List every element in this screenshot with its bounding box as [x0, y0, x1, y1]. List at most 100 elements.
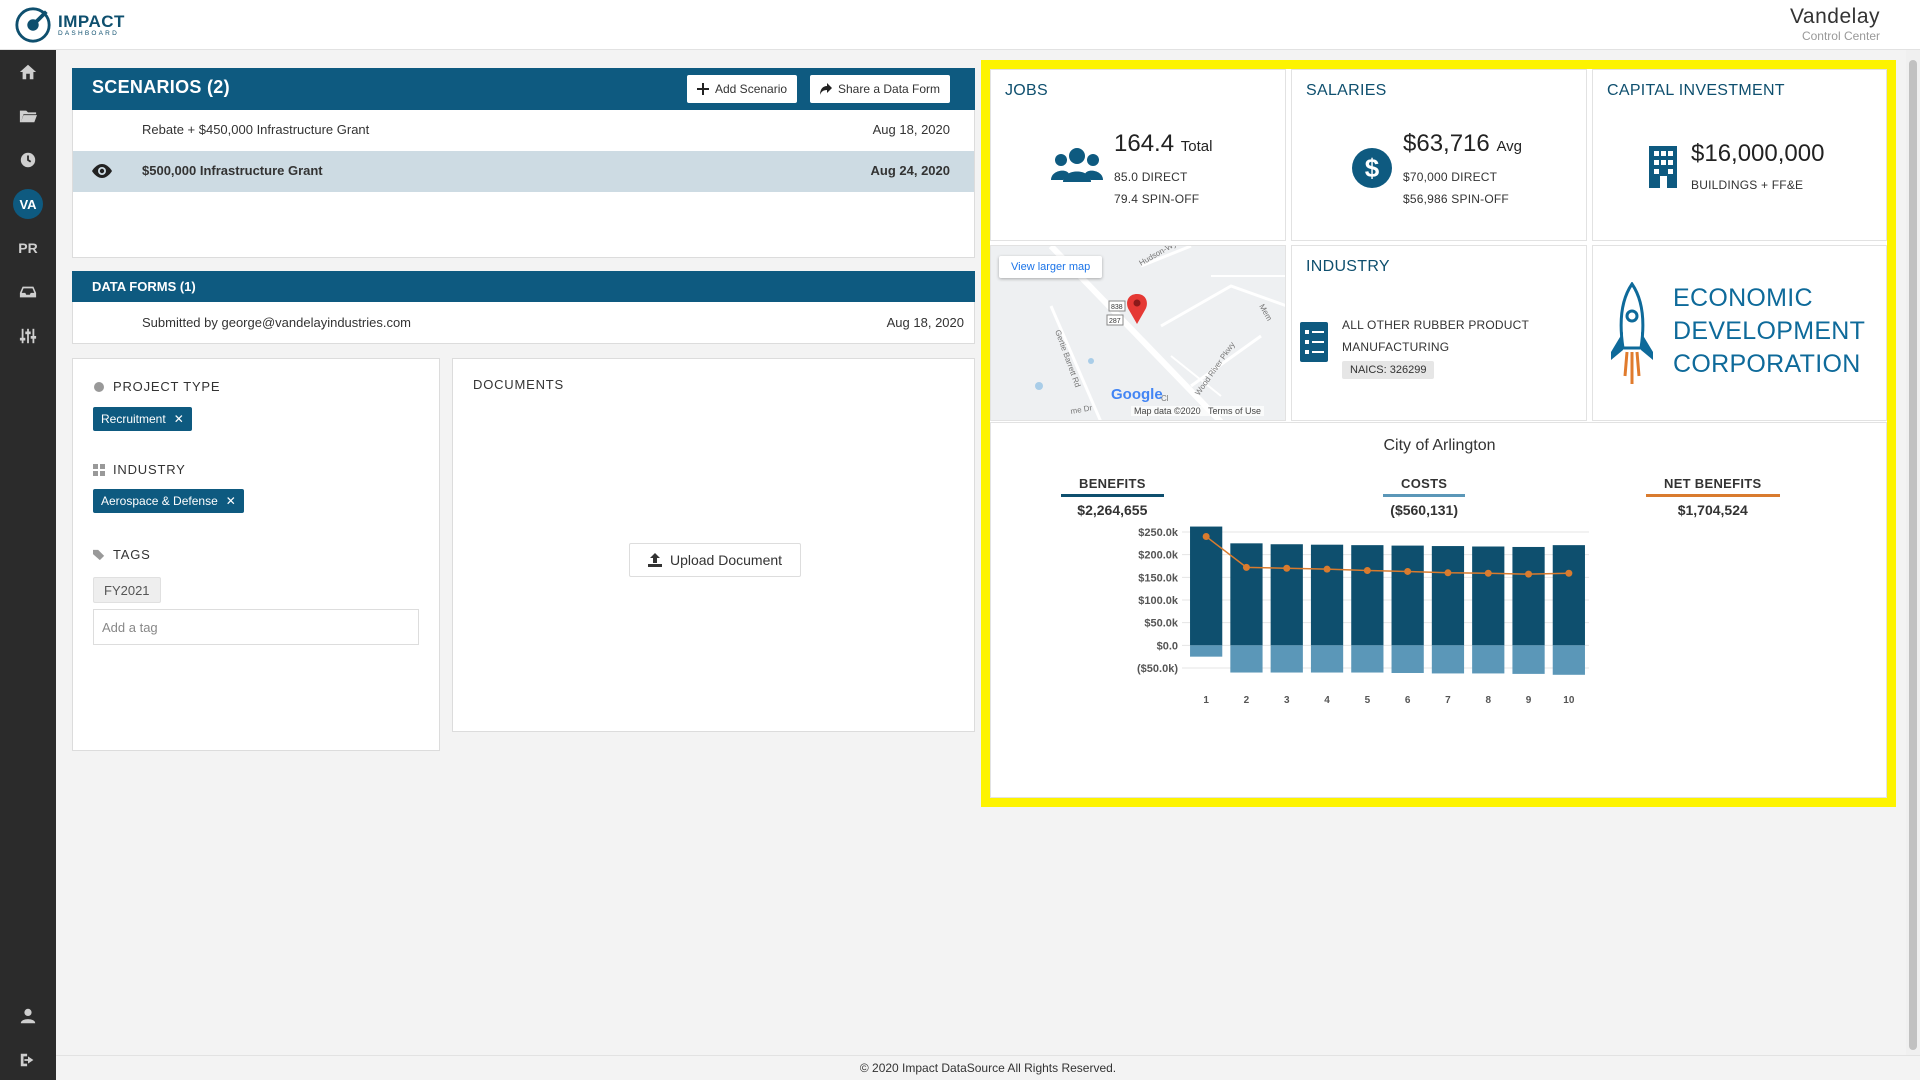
sidebar-item-logout[interactable]: [0, 1040, 56, 1080]
cost-bar: [1351, 645, 1384, 673]
svg-text:Wood River Pkwy: Wood River Pkwy: [1193, 340, 1236, 397]
map-roads: Hudson-Wyatt Rd Gertie Barrett Rd Wood R…: [1035, 246, 1285, 420]
user-menu[interactable]: Vandelay Control Center: [1790, 5, 1880, 43]
salaries-direct: $70,000 DIRECT: [1403, 170, 1498, 184]
upload-label: Upload Document: [669, 552, 783, 568]
benefits-label: BENEFITS: [1061, 476, 1164, 497]
sidebar-item-pr[interactable]: PR: [0, 228, 56, 268]
costs-label: COSTS: [1383, 476, 1466, 497]
benefit-bar: [1391, 545, 1424, 646]
sidebar: VA PR: [0, 50, 56, 1080]
project-type-label: PROJECT TYPE: [93, 379, 220, 394]
cost-bar: [1310, 645, 1344, 673]
scenario-date: Aug 24, 2020: [870, 163, 951, 178]
net-benefits-line: [1205, 535, 1569, 575]
va-badge: VA: [13, 189, 43, 219]
sidebar-item-inbox[interactable]: [0, 272, 56, 312]
top-bar: IMPACT DASHBOARD Vandelay Control Center: [0, 0, 1920, 50]
upload-document-button[interactable]: Upload Document: [629, 543, 801, 577]
edc-logo-card: ECONOMIC DEVELOPMENT CORPORATION: [1592, 245, 1887, 421]
scenarios-title: SCENARIOS (2): [92, 77, 230, 97]
tags-icon: [93, 549, 105, 560]
view-larger-map-link[interactable]: View larger map: [999, 256, 1103, 278]
benefit-bar: [1190, 526, 1223, 646]
net-benefits-point: [1363, 567, 1371, 575]
svg-text:Mem: Mem: [1257, 303, 1274, 323]
home-icon: [19, 64, 37, 80]
benefits-kpi: BENEFITS $2,264,655: [1061, 476, 1164, 518]
jobs-direct: 85.0 DIRECT: [1114, 170, 1188, 184]
remove-chip-icon[interactable]: ✕: [173, 412, 184, 426]
industry-name-line2: MANUFACTURING: [1342, 340, 1450, 354]
share-data-form-label: Share a Data Form: [838, 82, 941, 96]
x-tick-label: 4: [1324, 695, 1330, 706]
scrollbar-thumb[interactable]: [1909, 60, 1917, 1050]
data-forms-list: Submitted by george@vandelayindustries.c…: [72, 302, 975, 344]
circle-icon: [94, 381, 104, 392]
y-tick-label: $200.0k: [1138, 550, 1179, 562]
tag-chip[interactable]: FY2021: [93, 577, 161, 603]
y-tick-label: $50.0k: [1144, 618, 1179, 630]
cost-bar: [1472, 645, 1505, 674]
y-tick-label: $100.0k: [1138, 595, 1179, 607]
scenario-row[interactable]: Rebate + $450,000 Infrastructure Grant A…: [73, 110, 974, 151]
plus-icon: [697, 83, 709, 95]
project-type-chip[interactable]: Recruitment ✕: [93, 407, 192, 431]
location-map[interactable]: Hudson-Wyatt Rd Gertie Barrett Rd Wood R…: [990, 245, 1286, 421]
dashboard-panel: JOBS 164.4 Total 85.0 DIRECT 79.4 SPIN-O…: [981, 60, 1896, 807]
eye-icon[interactable]: [91, 162, 113, 180]
jobs-title: JOBS: [1005, 82, 1048, 99]
sliders-icon: [19, 328, 37, 344]
cost-bar: [1190, 645, 1223, 657]
industry-label: INDUSTRY: [93, 462, 186, 477]
net-benefits-point: [1444, 569, 1452, 577]
user-subtitle: Control Center: [1801, 29, 1880, 43]
salaries-title: SALARIES: [1306, 82, 1387, 99]
sidebar-item-va[interactable]: VA: [0, 184, 56, 224]
net-benefits-point: [1525, 570, 1533, 578]
benefit-bar: [1512, 546, 1545, 646]
pr-label: PR: [18, 240, 38, 256]
user-name: Vandelay: [1789, 5, 1880, 28]
add-scenario-button[interactable]: Add Scenario: [687, 75, 798, 103]
sidebar-item-settings[interactable]: [0, 316, 56, 356]
benefit-bar: [1472, 546, 1505, 646]
edc-name: ECONOMIC DEVELOPMENT CORPORATION: [1673, 284, 1866, 378]
capital-title: CAPITAL INVESTMENT: [1607, 82, 1785, 99]
y-tick-label: $250.0k: [1138, 527, 1179, 539]
net-benefits-point: [1202, 533, 1210, 541]
costs-value: ($560,131): [1390, 502, 1458, 518]
documents-panel: DOCUMENTS Upload Document: [452, 358, 975, 732]
svg-text:$: $: [1365, 153, 1380, 183]
svg-text:838: 838: [1111, 304, 1123, 311]
data-form-text[interactable]: Submitted by george@vandelayindustries.c…: [142, 315, 412, 330]
scenario-row-active[interactable]: $500,000 Infrastructure Grant Aug 24, 20…: [73, 151, 974, 192]
net-benefits-value: $1,704,524: [1677, 502, 1748, 518]
share-icon: [820, 83, 832, 95]
data-form-date: Aug 18, 2020: [886, 315, 964, 330]
checklist-icon: [1300, 322, 1328, 362]
scenario-date: Aug 18, 2020: [872, 122, 950, 137]
salaries-card: SALARIES $ $63,716 Avg $70,000 DIRECT $5…: [1291, 69, 1587, 241]
net-benefits-point: [1283, 564, 1291, 572]
scenario-name: $500,000 Infrastructure Grant: [142, 163, 323, 178]
tags-label: TAGS: [93, 547, 151, 562]
scenarios-header: SCENARIOS (2) Add Scenario Share a Data …: [72, 68, 975, 110]
remove-chip-icon[interactable]: ✕: [225, 494, 236, 508]
svg-text:me Dr: me Dr: [1070, 403, 1093, 416]
cost-benefit-chart-card: City of Arlington BENEFITS $2,264,655 CO…: [990, 422, 1887, 798]
capital-card: CAPITAL INVESTMENT $16,000,000 BUILDINGS…: [1592, 69, 1887, 241]
impact-logo[interactable]: IMPACT DASHBOARD: [14, 6, 125, 44]
map-terms-link[interactable]: Terms of Use: [1208, 406, 1262, 416]
add-tag-input[interactable]: Add a tag: [93, 609, 419, 645]
sidebar-item-profile[interactable]: [0, 996, 56, 1036]
sidebar-item-projects[interactable]: [0, 96, 56, 136]
cost-bar: [1552, 645, 1585, 675]
sidebar-item-history[interactable]: [0, 140, 56, 180]
cost-bar: [1431, 645, 1465, 674]
industry-chip[interactable]: Aerospace & Defense ✕: [93, 489, 244, 513]
sidebar-item-home[interactable]: [0, 52, 56, 92]
share-data-form-button[interactable]: Share a Data Form: [810, 75, 951, 103]
benefit-bar: [1270, 544, 1303, 646]
page-scrollbar[interactable]: [1906, 50, 1920, 1055]
